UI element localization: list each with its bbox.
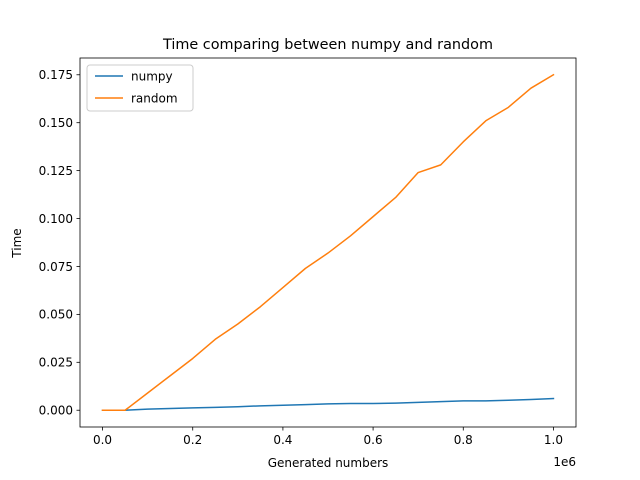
series-line-numpy (101, 397, 555, 411)
x-tick-label: 1.0 (544, 433, 563, 447)
x-axis-ticks: 0.0 0.2 0.4 0.6 0.8 1.0 (93, 427, 563, 447)
y-tick-label: 0.150 (39, 116, 73, 130)
y-axis-ticks: 0.000 0.025 0.050 0.075 0.100 0.125 0.150 0.175 (39, 68, 80, 418)
legend-label-numpy: numpy (131, 70, 173, 84)
chart-title: Time comparing between numpy and random (162, 37, 493, 53)
plot-area (79, 57, 577, 428)
y-tick-label: 0.125 (39, 164, 73, 178)
x-axis-label: Generated numbers (268, 456, 389, 470)
series-line-random (101, 73, 555, 411)
y-tick-label: 0.100 (39, 212, 73, 226)
x-tick-label: 0.0 (93, 433, 112, 447)
y-tick-label: 0.000 (39, 404, 73, 418)
x-axis-offset-label: 1e6 (553, 455, 576, 469)
x-tick-label: 0.6 (364, 433, 383, 447)
legend-label-random: random (131, 92, 178, 106)
y-axis-label: Time (10, 228, 24, 258)
y-tick-label: 0.175 (39, 68, 73, 82)
x-tick-label: 0.2 (183, 433, 202, 447)
x-tick-label: 0.4 (273, 433, 292, 447)
legend: numpy random (86, 64, 194, 112)
x-tick-label: 0.8 (454, 433, 473, 447)
axes-frame (79, 57, 577, 428)
y-tick-label: 0.075 (39, 260, 73, 274)
y-tick-label: 0.025 (39, 356, 73, 370)
y-tick-label: 0.050 (39, 308, 73, 322)
